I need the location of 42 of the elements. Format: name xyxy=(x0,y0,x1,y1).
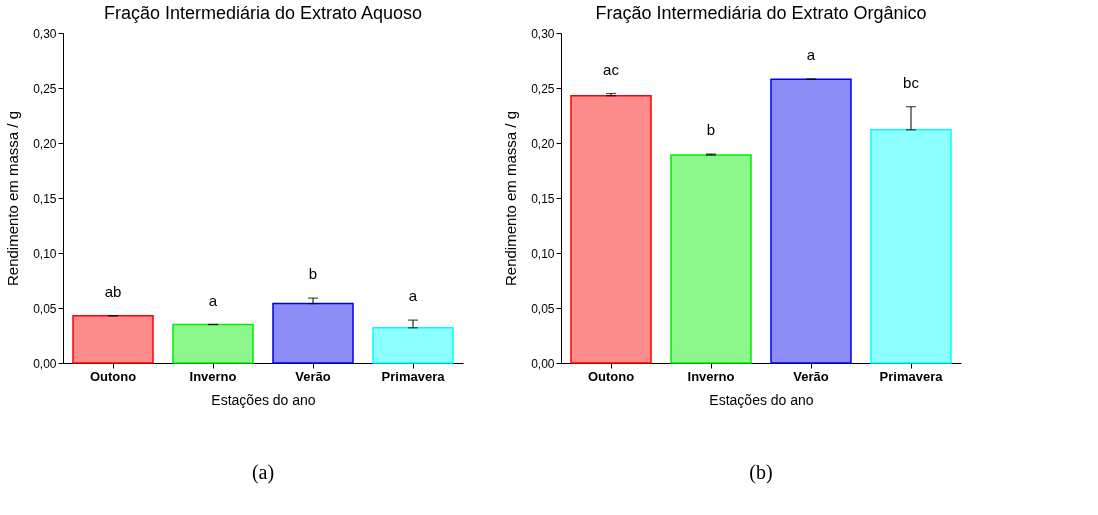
y-tick-label: 0,30 xyxy=(33,26,57,41)
annotation: a xyxy=(806,46,816,64)
bar xyxy=(570,94,652,364)
y-tick-label: 0,05 xyxy=(531,301,555,316)
y-tick-label: 0,05 xyxy=(33,301,57,316)
bar xyxy=(670,154,752,364)
y-tick-label: 0,10 xyxy=(33,246,57,261)
annotation: ac xyxy=(603,60,620,78)
x-axis-title: Estações do ano xyxy=(211,391,316,408)
y-tick-label: 0,00 xyxy=(531,356,555,371)
x-tick-label: Primavera xyxy=(381,368,446,384)
x-tick-label: Verão xyxy=(295,368,331,384)
y-tick-label: 0,10 xyxy=(531,246,555,261)
annotation: bc xyxy=(903,73,920,91)
y-tick-label: 0,25 xyxy=(531,81,555,96)
y-tick-label: 0,00 xyxy=(33,356,57,371)
annotation: b xyxy=(308,265,318,283)
y-tick-label: 0,15 xyxy=(531,191,555,206)
x-tick-label: Verão xyxy=(793,368,829,384)
x-tick-label: Inverno xyxy=(687,368,735,384)
chart-title: Fração Intermediária do Extrato Orgânico xyxy=(595,3,927,23)
bar xyxy=(870,129,952,364)
annotation: a xyxy=(208,291,218,309)
y-axis-title: Rendimento em massa / g xyxy=(4,110,22,287)
bar xyxy=(770,78,852,364)
y-tick-label: 0,15 xyxy=(33,191,57,206)
text: (b) xyxy=(749,461,773,484)
y-tick-label: 0,20 xyxy=(531,136,555,151)
x-tick-label: Inverno xyxy=(189,368,237,384)
y-axis-title: Rendimento em massa / g xyxy=(502,110,520,287)
chart-title: Fração Intermediária do Extrato Aquoso xyxy=(103,3,423,23)
text: (a) xyxy=(251,461,275,484)
annotation: b xyxy=(706,121,716,138)
annotation: a xyxy=(408,287,418,305)
annotation: ab xyxy=(104,282,122,300)
x-tick-label: Primavera xyxy=(879,368,944,384)
x-tick-label: Outono xyxy=(587,368,635,384)
x-tick-label: Outono xyxy=(89,368,137,384)
y-tick-label: 0,30 xyxy=(531,26,555,41)
y-tick-label: 0,25 xyxy=(33,81,57,96)
x-axis-title: Estações do ano xyxy=(709,391,814,408)
y-tick-label: 0,20 xyxy=(33,136,57,151)
